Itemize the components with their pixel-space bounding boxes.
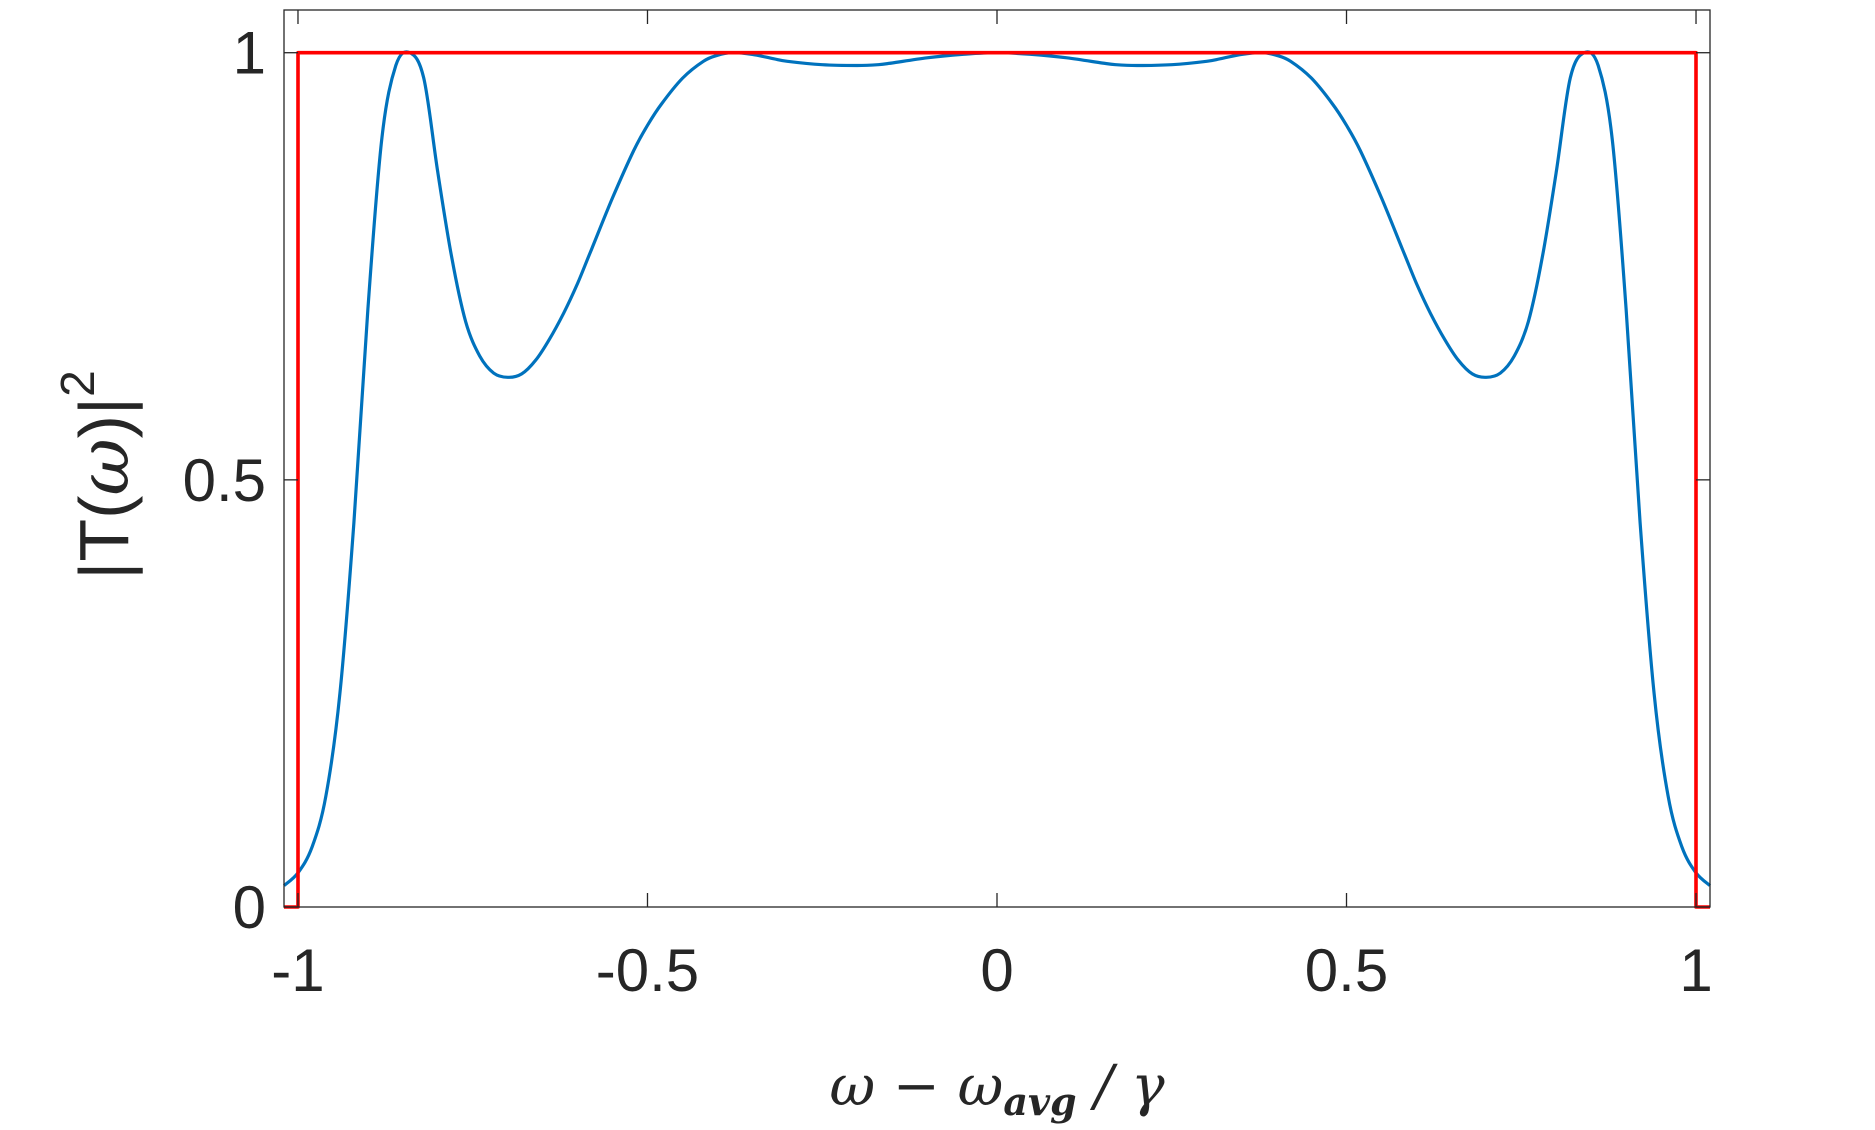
x-axis-label-slash-gamma: / γ (1077, 1054, 1165, 1119)
x-tick-label: 0 (980, 937, 1013, 1004)
x-tick-label: -0.5 (596, 937, 699, 1004)
y-axis-label-omega: ω (63, 438, 145, 495)
y-axis-label-right: )| (65, 397, 143, 439)
y-axis-label-left: |T( (65, 496, 143, 580)
x-axis-label-minus: − (875, 1054, 958, 1119)
y-axis-label: |T(ω)|2 (52, 370, 145, 580)
x-tick-label: -1 (271, 937, 324, 1004)
x-tick-label: 0.5 (1305, 937, 1388, 1004)
y-tick-label: 0.5 (183, 447, 266, 514)
x-axis-label-omega: ω (829, 1054, 875, 1119)
y-tick-label: 0 (233, 874, 266, 941)
x-axis-label: ω − ωavg / γ (829, 1054, 1165, 1124)
plot-area (284, 10, 1710, 907)
tick-layer: -1 -0.5 0 0.5 1 0 0.5 1 (183, 10, 1713, 1004)
y-tick-label: 1 (233, 20, 266, 87)
x-tick-label: 1 (1679, 937, 1712, 1004)
y-axis-label-exponent: 2 (52, 370, 105, 397)
x-axis-label-omega-avg: ω (958, 1054, 1004, 1119)
x-axis-label-subscript: avg (1003, 1079, 1076, 1124)
